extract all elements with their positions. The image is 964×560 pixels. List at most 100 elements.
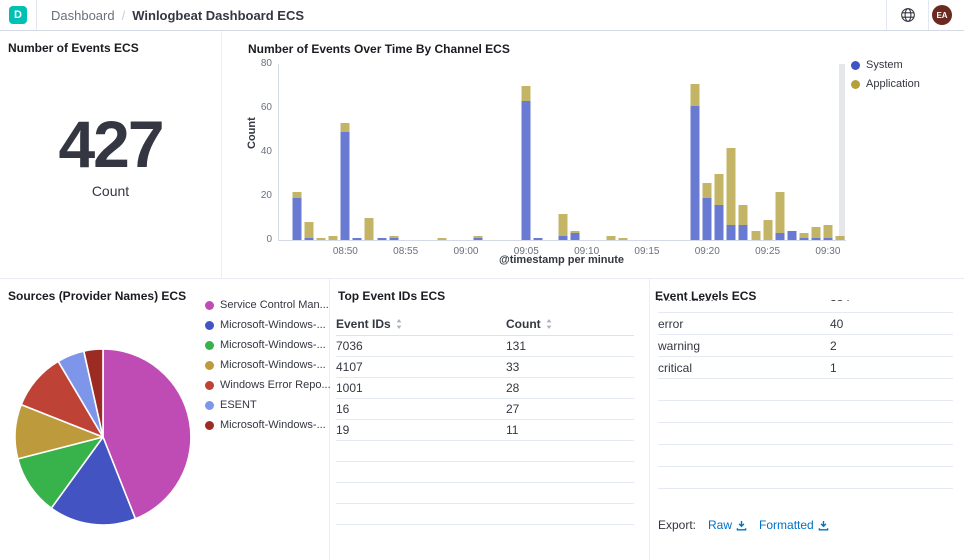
- pie-slice-6[interactable]: [83, 348, 104, 438]
- bar-segment-system: [811, 237, 821, 240]
- x-tick-label: 09:25: [755, 246, 781, 257]
- bar-09:28[interactable]: [799, 64, 809, 240]
- pie-legend-item-5[interactable]: ESENT: [205, 399, 331, 411]
- bar-09:23[interactable]: [738, 64, 748, 240]
- bar-09:20[interactable]: [702, 64, 712, 240]
- bar-08:48[interactable]: [316, 64, 326, 240]
- bar-segment-application: [702, 182, 712, 199]
- partial-bucket-marker: [838, 64, 845, 240]
- table-row: error 40: [658, 313, 953, 335]
- y-tick-label: 0: [266, 234, 272, 245]
- bar-09:24[interactable]: [751, 64, 761, 240]
- bar-segment-system: [787, 231, 797, 240]
- bar-09:31[interactable]: [835, 64, 845, 240]
- metric-label: Count: [91, 182, 130, 199]
- bar-segment-system: [775, 233, 785, 240]
- sort-icon: [546, 319, 552, 329]
- bar-08:49[interactable]: [328, 64, 338, 240]
- bar-segment-application: [714, 174, 724, 205]
- breadcrumb-dashboard-link[interactable]: Dashboard: [51, 7, 115, 23]
- bar-segment-system: [823, 237, 833, 240]
- bar-segment-application: [473, 235, 483, 238]
- column-header-label: Event IDs: [336, 317, 391, 331]
- bar-08:54[interactable]: [389, 64, 399, 240]
- bar-09:29[interactable]: [811, 64, 821, 240]
- user-avatar[interactable]: EA: [932, 5, 952, 25]
- column-header-label: Count: [506, 317, 541, 331]
- bar-09:25[interactable]: [763, 64, 773, 240]
- pie-legend-item-2[interactable]: Microsoft-Windows-...: [205, 339, 331, 351]
- bar-08:51[interactable]: [352, 64, 362, 240]
- bar-08:53[interactable]: [377, 64, 387, 240]
- bar-segment-application: [304, 222, 314, 238]
- y-tick-label: 40: [260, 146, 272, 157]
- bar-09:19[interactable]: [690, 64, 700, 240]
- x-tick-label: 09:30: [815, 246, 841, 257]
- pie-slice-1[interactable]: [50, 436, 137, 526]
- download-icon: [818, 520, 829, 530]
- panel-title: Top Event IDs ECS: [338, 289, 446, 303]
- bar-08:47[interactable]: [304, 64, 314, 240]
- legend-item-application[interactable]: Application: [851, 78, 920, 90]
- x-tick-label: 08:50: [332, 246, 358, 257]
- legend-label: Service Control Man...: [220, 299, 329, 311]
- empty-table-row: [336, 504, 634, 525]
- legend-dot: [205, 400, 214, 410]
- x-tick-label: 09:05: [513, 246, 539, 257]
- legend-label: System: [866, 59, 903, 71]
- bar-08:52[interactable]: [364, 64, 374, 240]
- export-bar: Export: Raw Formatted: [658, 518, 829, 532]
- bar-segment-system: [304, 237, 314, 240]
- bar-segment-system: [352, 237, 362, 240]
- count-cell: 27: [506, 402, 520, 416]
- bar-09:12[interactable]: [606, 64, 616, 240]
- bar-segment-application: [835, 235, 845, 240]
- x-tick-label: 09:10: [574, 246, 600, 257]
- pie-legend-item-6[interactable]: Microsoft-Windows-...: [205, 419, 331, 431]
- level-label-cell: critical: [658, 360, 693, 375]
- legend-item-system[interactable]: System: [851, 59, 920, 71]
- bar-09:30[interactable]: [823, 64, 833, 240]
- bar-segment-system: [714, 204, 724, 240]
- pie-legend-item-0[interactable]: Service Control Man...: [205, 299, 331, 311]
- column-header-event-ids[interactable]: Event IDs: [336, 317, 506, 331]
- empty-table-row: [336, 483, 634, 504]
- bar-09:21[interactable]: [714, 64, 724, 240]
- app-logo[interactable]: D: [9, 6, 27, 24]
- table-row: 19 11: [336, 420, 634, 441]
- bar-09:27[interactable]: [787, 64, 797, 240]
- bar-09:13[interactable]: [618, 64, 628, 240]
- bar-segment-system: [702, 198, 712, 240]
- legend-label: Microsoft-Windows-...: [220, 319, 326, 331]
- bar-segment-application: [763, 220, 773, 240]
- bar-segment-system: [558, 235, 567, 240]
- pie-legend-item-3[interactable]: Microsoft-Windows-...: [205, 359, 331, 371]
- bar-09:06[interactable]: [533, 64, 543, 240]
- bar-09:01[interactable]: [473, 64, 483, 240]
- bar-segment-system: [570, 233, 580, 240]
- bar-09:08[interactable]: [558, 64, 567, 240]
- top-event-ids-table: Event IDs Count 7036 131 4107 33 1001 28 16 27 1…: [336, 313, 634, 525]
- y-tick-label: 80: [260, 58, 272, 69]
- table-body: 7036 131 4107 33 1001 28 16 27 19 11: [336, 336, 634, 525]
- x-axis-title: @timestamp per minute: [498, 254, 625, 266]
- globe-icon[interactable]: [887, 0, 928, 30]
- pie-legend-item-1[interactable]: Microsoft-Windows-...: [205, 319, 331, 331]
- bar-segment-system: [521, 101, 531, 240]
- bar-segment-application: [799, 233, 809, 238]
- bar-08:46[interactable]: [292, 64, 302, 240]
- export-formatted-link[interactable]: Formatted: [759, 518, 829, 532]
- bar-09:09[interactable]: [570, 64, 580, 240]
- bar-08:58[interactable]: [437, 64, 447, 240]
- pie-legend-item-4[interactable]: Windows Error Repo...: [205, 379, 331, 391]
- bar-08:50[interactable]: [340, 64, 350, 240]
- bar-09:05[interactable]: [521, 64, 531, 240]
- y-tick-label: 20: [260, 190, 272, 201]
- pie-slice-0[interactable]: [102, 348, 192, 520]
- column-header-count[interactable]: Count: [506, 317, 634, 331]
- bar-09:22[interactable]: [726, 64, 736, 240]
- bar-09:26[interactable]: [775, 64, 785, 240]
- table-body: error 40 warning 2 critical 1: [658, 313, 953, 489]
- table-row: 4107 33: [336, 357, 634, 378]
- export-raw-link[interactable]: Raw: [708, 518, 747, 532]
